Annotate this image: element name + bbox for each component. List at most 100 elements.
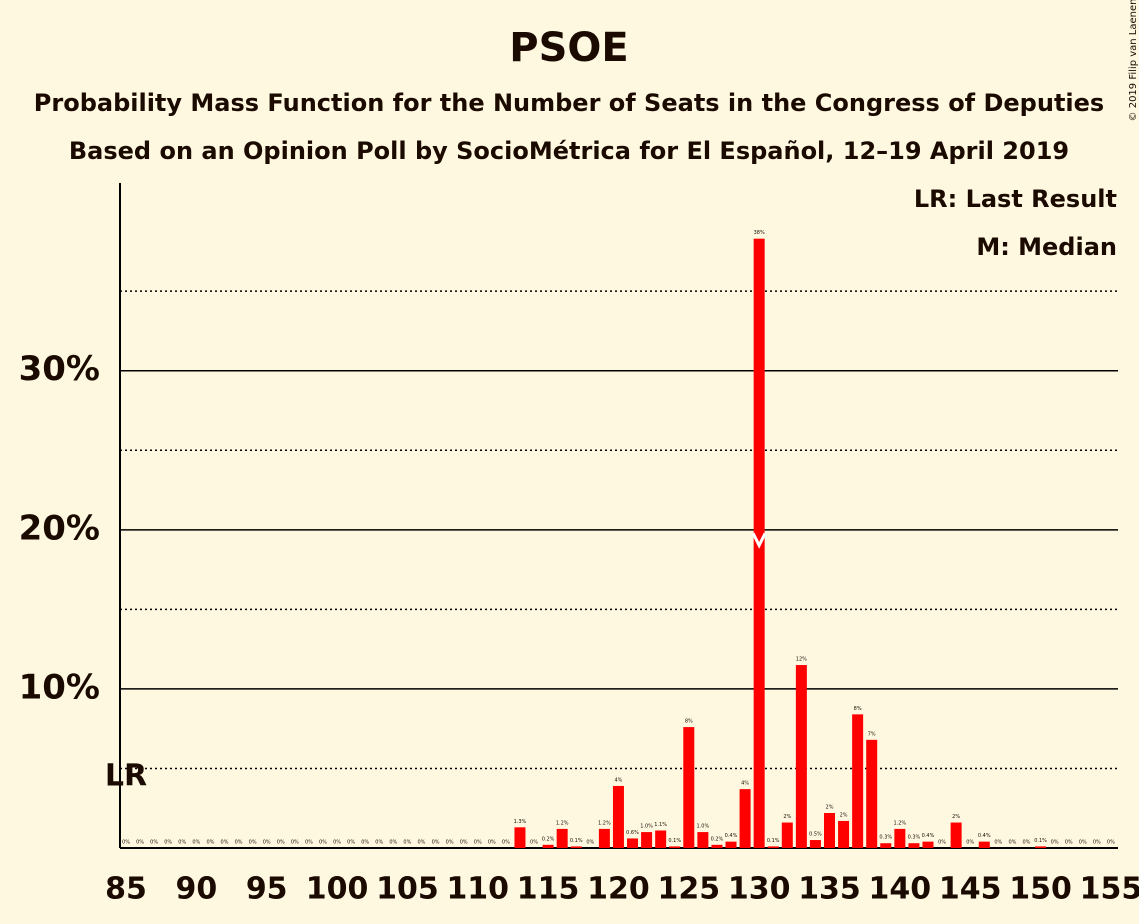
subtitle: Based on an Opinion Poll by SocioMétrica… xyxy=(69,137,1069,165)
value-label: 0% xyxy=(319,840,327,846)
value-label: 0.1% xyxy=(1034,838,1047,844)
value-label: 0% xyxy=(333,840,341,846)
y-tick-label: 30% xyxy=(19,349,100,389)
y-tick-label: 20% xyxy=(19,508,100,548)
value-label: 1.2% xyxy=(893,820,906,826)
bar xyxy=(669,846,681,848)
value-label: 1.1% xyxy=(654,822,667,828)
x-tick-label: 90 xyxy=(175,872,217,907)
value-label: 0% xyxy=(361,840,369,846)
bar xyxy=(809,840,821,848)
y-tick-label: 10% xyxy=(19,667,100,707)
x-tick-label: 115 xyxy=(517,872,580,907)
bar xyxy=(767,846,779,848)
median-marker xyxy=(751,532,767,549)
value-label: 1.0% xyxy=(640,824,653,830)
value-label: 4% xyxy=(614,777,622,783)
value-label: 0.3% xyxy=(879,835,892,841)
bar xyxy=(950,822,962,848)
bar xyxy=(641,832,653,848)
value-label: 4% xyxy=(741,781,749,787)
value-label: 0% xyxy=(192,840,200,846)
bar xyxy=(739,789,751,848)
value-label: 0% xyxy=(418,840,426,846)
chart-title: PSOE xyxy=(509,25,628,71)
value-label: 0% xyxy=(474,840,482,846)
value-label: 0% xyxy=(375,840,383,846)
value-label: 0.1% xyxy=(767,838,780,844)
x-tick-label: 140 xyxy=(869,872,932,907)
bar xyxy=(795,665,807,848)
value-label: 0% xyxy=(150,840,158,846)
value-label: 7% xyxy=(868,731,876,737)
value-label: 0% xyxy=(164,840,172,846)
bar xyxy=(781,822,793,848)
value-label: 0% xyxy=(249,840,257,846)
x-tick-label: 105 xyxy=(376,872,439,907)
value-label: 0% xyxy=(178,840,186,846)
value-label: 0% xyxy=(206,840,214,846)
value-label: 0% xyxy=(305,840,313,846)
bar xyxy=(838,820,850,848)
value-label: 0% xyxy=(586,840,594,846)
x-tick-label: 100 xyxy=(306,872,369,907)
x-tick-label: 145 xyxy=(939,872,1002,907)
value-label: 0% xyxy=(1051,840,1059,846)
value-label: 0% xyxy=(1008,840,1016,846)
value-label: 0% xyxy=(122,840,130,846)
bar xyxy=(1035,846,1047,848)
bar xyxy=(627,838,639,848)
value-label: 8% xyxy=(854,706,862,712)
value-label: 0% xyxy=(1093,840,1101,846)
value-label: 0.3% xyxy=(908,835,921,841)
value-label: 0% xyxy=(291,840,299,846)
value-label: 2% xyxy=(952,814,960,820)
value-label: 0% xyxy=(221,840,229,846)
bar xyxy=(711,844,723,848)
bar xyxy=(556,828,568,848)
bar xyxy=(570,846,582,848)
value-label: 0% xyxy=(530,840,538,846)
value-label: 0% xyxy=(446,840,454,846)
bar xyxy=(612,785,624,848)
value-label: 0% xyxy=(235,840,243,846)
x-tick-label: 155 xyxy=(1080,872,1139,907)
value-label: 0.2% xyxy=(542,836,555,842)
value-label: 1.2% xyxy=(556,820,569,826)
x-tick-label: 95 xyxy=(246,872,288,907)
last-result-label: LR xyxy=(105,759,147,794)
value-label: 2% xyxy=(840,812,848,818)
value-label: 0% xyxy=(1065,840,1073,846)
bar xyxy=(894,828,906,848)
bar xyxy=(514,827,526,848)
bar xyxy=(824,813,835,848)
value-label: 0.5% xyxy=(809,832,822,838)
bar xyxy=(978,841,990,848)
value-label: 0% xyxy=(432,840,440,846)
value-label: 0.1% xyxy=(570,838,583,844)
value-label: 2% xyxy=(783,814,791,820)
value-label: 0% xyxy=(277,840,285,846)
bar xyxy=(725,841,737,848)
x-tick-label: 150 xyxy=(1009,872,1072,907)
value-label: 0% xyxy=(966,840,974,846)
value-label: 1.0% xyxy=(697,824,710,830)
legend-entry: LR: Last Result xyxy=(914,185,1117,213)
x-tick-label: 120 xyxy=(587,872,650,907)
bar xyxy=(922,841,934,848)
x-tick-label: 85 xyxy=(105,872,147,907)
value-label: 1.2% xyxy=(598,820,611,826)
value-label: 0% xyxy=(938,840,946,846)
value-label: 0% xyxy=(1107,840,1115,846)
bar xyxy=(598,828,610,848)
bar xyxy=(866,739,878,848)
bar xyxy=(697,832,709,848)
value-label: 38% xyxy=(754,230,765,236)
value-label: 8% xyxy=(685,719,693,725)
value-label: 0% xyxy=(389,840,397,846)
value-label: 0% xyxy=(347,840,355,846)
value-label: 0.6% xyxy=(626,830,639,836)
value-label: 0% xyxy=(403,840,411,846)
x-tick-label: 110 xyxy=(446,872,509,907)
value-label: 0.4% xyxy=(922,833,935,839)
